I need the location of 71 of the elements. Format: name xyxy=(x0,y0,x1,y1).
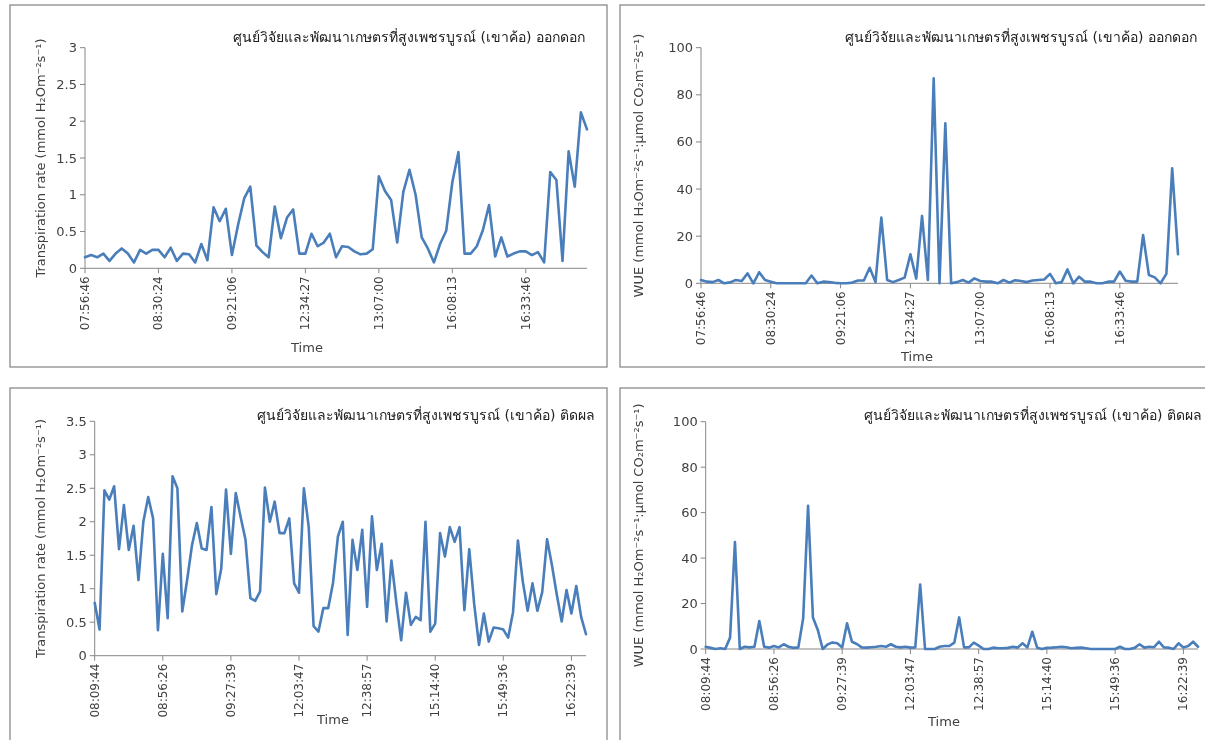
y-tick-label: 2 xyxy=(78,514,87,530)
x-tick-label: 07:56:46 xyxy=(694,291,708,346)
line-series xyxy=(93,474,588,647)
y-tick-label: 20 xyxy=(676,228,693,244)
x-tick-label: 12:03:47 xyxy=(903,657,918,711)
chart-title: ศูนย์วิจัยและพัฒนาเกษตรที่สูงเพชรบูรณ์ (เขาค้อ) ติดผล xyxy=(864,406,1202,424)
x-axis-title: Time xyxy=(900,349,933,364)
y-tick-label: 0.5 xyxy=(56,224,77,240)
y-tick-label: 1 xyxy=(78,581,87,597)
x-tick-label: 12:34:27 xyxy=(903,291,918,346)
x-tick-label: 07:56:46 xyxy=(78,276,92,331)
x-tick-label: 08:30:24 xyxy=(151,276,166,331)
y-tick-label: 0 xyxy=(684,275,693,291)
x-tick-label: 15:14:40 xyxy=(1039,657,1054,711)
y-tick-label: 0 xyxy=(68,260,77,276)
x-tick-label: 13:07:00 xyxy=(973,291,988,346)
x-tick-label: 12:03:47 xyxy=(292,663,306,718)
x-tick-label: 08:09:44 xyxy=(87,663,102,718)
x-tick-label: 08:56:26 xyxy=(155,663,170,718)
x-axis-title: Time xyxy=(290,340,323,355)
x-tick-label: 12:38:57 xyxy=(360,663,375,718)
y-tick-label: 60 xyxy=(676,134,693,150)
x-axis-title: Time xyxy=(316,712,349,727)
x-tick-label: 16:08:13 xyxy=(1043,291,1058,346)
x-tick-label: 12:34:27 xyxy=(298,276,313,331)
y-axis-title: WUE (mmol H₂Om⁻²s⁻¹:µmol CO₂m⁻²s⁻¹) xyxy=(630,33,646,298)
x-tick-label: 09:21:06 xyxy=(224,276,239,331)
y-tick-label: 0.5 xyxy=(66,614,87,630)
x-tick-label: 12:38:57 xyxy=(971,657,986,711)
x-tick-label: 16:22:39 xyxy=(1176,657,1191,711)
x-tick-label: 16:33:46 xyxy=(518,276,533,331)
chart-title: ศูนย์วิจัยและพัฒนาเกษตรที่สูงเพชรบูรณ์ (เขาค้อ) ติดผล xyxy=(257,406,595,424)
x-axis-title: Time xyxy=(927,714,960,729)
x-tick-label: 09:21:06 xyxy=(833,291,848,346)
y-axis-title: Transpiration rate (mmol H₂Om⁻²s⁻¹) xyxy=(32,418,48,660)
y-tick-label: 0 xyxy=(689,641,698,657)
line-series xyxy=(83,111,589,264)
x-tick-label: 09:27:39 xyxy=(835,657,850,711)
y-tick-label: 60 xyxy=(681,505,698,521)
y-axis-title: Transpiration rate (mmol H₂Om⁻²s⁻¹) xyxy=(32,38,48,279)
y-tick-label: 80 xyxy=(681,459,698,475)
x-tick-label: 08:30:24 xyxy=(763,291,778,346)
x-tick-label: 08:56:26 xyxy=(766,657,781,711)
y-tick-label: 2 xyxy=(68,113,77,129)
x-tick-label: 08:09:44 xyxy=(698,657,713,711)
x-tick-label: 16:22:39 xyxy=(564,663,579,718)
y-tick-label: 20 xyxy=(681,596,698,612)
x-tick-label: 16:08:13 xyxy=(445,276,460,331)
y-axis-title: WUE (mmol H₂Om⁻²s⁻¹:µmol CO₂m⁻²s⁻¹) xyxy=(630,403,646,668)
y-tick-label: 40 xyxy=(681,550,698,566)
y-tick-label: 3 xyxy=(68,40,77,56)
y-tick-label: 80 xyxy=(676,87,693,103)
y-tick-label: 1.5 xyxy=(56,150,77,166)
y-tick-label: 1.5 xyxy=(66,547,87,563)
y-tick-label: 1 xyxy=(68,187,77,203)
y-tick-label: 100 xyxy=(672,414,698,430)
y-tick-label: 40 xyxy=(676,181,693,197)
y-tick-label: 3.5 xyxy=(66,413,87,429)
y-tick-label: 0 xyxy=(78,648,87,664)
y-tick-label: 3 xyxy=(78,447,87,463)
x-tick-label: 09:27:39 xyxy=(223,663,238,718)
x-tick-label: 15:49:36 xyxy=(496,663,511,718)
chart-title: ศูนย์วิจัยและพัฒนาเกษตรที่สูงเพชรบูรณ์ (เขาค้อ) ออกดอก xyxy=(845,28,1197,46)
x-tick-label: 15:49:36 xyxy=(1108,657,1123,711)
chart-title: ศูนย์วิจัยและพัฒนาเกษตรที่สูงเพชรบูรณ์ (เขาค้อ) ออกดอก xyxy=(233,28,585,46)
x-tick-label: 15:14:40 xyxy=(428,663,443,718)
y-tick-label: 2.5 xyxy=(56,76,77,92)
y-tick-label: 100 xyxy=(668,40,693,56)
x-tick-label: 13:07:00 xyxy=(371,276,386,331)
y-tick-label: 2.5 xyxy=(66,480,87,496)
x-tick-label: 16:33:46 xyxy=(1112,291,1127,346)
